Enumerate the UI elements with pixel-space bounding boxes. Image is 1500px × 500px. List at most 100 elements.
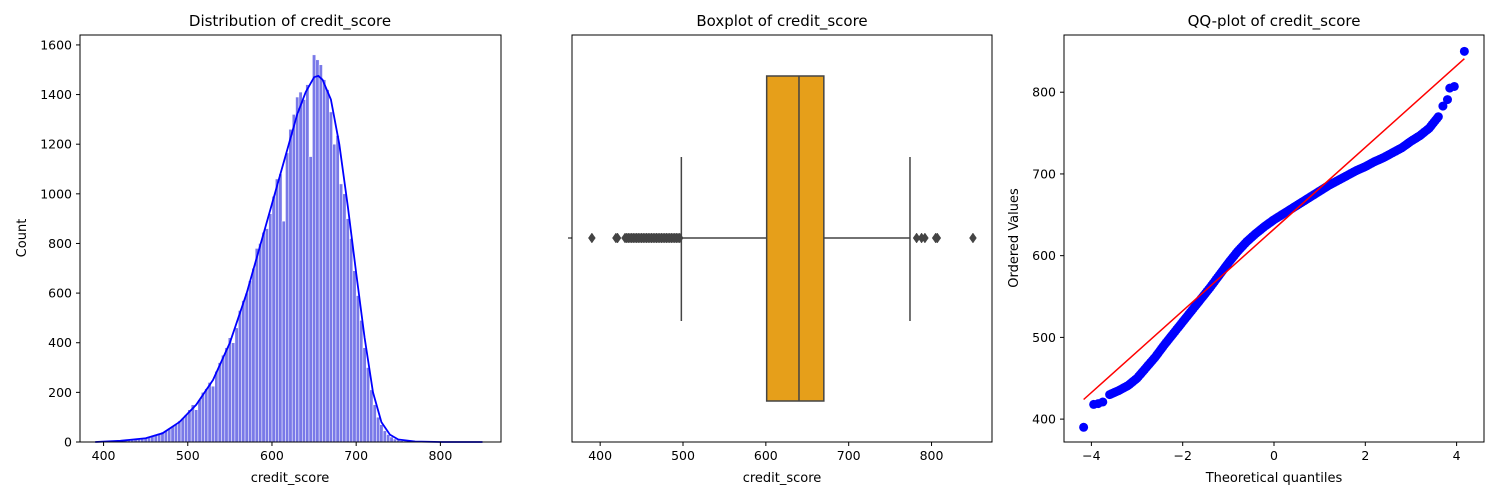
x-tick-label: 2 [1361, 448, 1369, 463]
qqplot-y-ticks: 400 500 600 700 800 [1032, 85, 1064, 427]
qq-point [1433, 112, 1443, 122]
y-tick-label: 1200 [40, 137, 72, 152]
histogram-panel: Distribution of credit_score 400 500 600 70… [15, 12, 502, 486]
histogram-bar [379, 424, 384, 443]
y-tick-label: 800 [1032, 85, 1056, 100]
boxplot-x-label: credit_score [743, 471, 822, 486]
histogram-bar [248, 280, 253, 443]
histogram-bar [170, 426, 175, 443]
y-tick-label: 600 [48, 286, 72, 301]
histogram-y-ticks: 0 200 400 600 800 1000 1200 1400 1600 [40, 37, 80, 450]
histogram-bar [214, 371, 219, 443]
histogram-bar [349, 238, 354, 443]
histogram-bar [291, 114, 296, 443]
qqplot-title: QQ-plot of credit_score [1188, 12, 1361, 31]
qq-point [1442, 95, 1452, 105]
x-tick-label: −2 [1173, 448, 1191, 463]
histogram-bar [258, 243, 263, 443]
x-tick-label: 700 [837, 448, 861, 463]
histogram-bar [328, 111, 333, 443]
histogram-bar [315, 59, 320, 443]
histogram-bar [264, 228, 269, 443]
boxplot-outlier [613, 232, 622, 244]
histogram-bar [281, 220, 286, 443]
histogram-bar [382, 430, 387, 443]
boxplot-outlier [588, 232, 596, 244]
boxplot-title: Boxplot of credit_score [696, 12, 867, 31]
histogram-bar [177, 420, 182, 443]
histogram-bar [244, 292, 249, 443]
boxplot-outlier [921, 232, 929, 244]
histogram-bar [200, 392, 205, 443]
x-tick-label: 4 [1453, 448, 1461, 463]
histogram-bar [221, 354, 226, 443]
histogram-x-label: credit_score [251, 471, 330, 486]
y-tick-label: 700 [1032, 166, 1056, 181]
histogram-bar [295, 96, 300, 443]
histogram-bar [207, 382, 212, 443]
histogram-x-ticks: 400 500 600 700 800 [92, 442, 452, 463]
y-tick-label: 400 [48, 335, 72, 350]
boxplot-outliers [588, 232, 977, 244]
histogram-bar [318, 64, 323, 443]
qqplot-fit-line [1083, 58, 1465, 401]
histogram-bar [302, 99, 306, 443]
histogram-bar [261, 232, 266, 443]
boxplot-panel: Boxplot of credit_score 400 500 600 700 800 … [568, 12, 993, 486]
histogram-bar [312, 54, 317, 443]
histogram-bar [268, 213, 273, 443]
boxplot-outlier [969, 232, 977, 244]
histogram-axes-frame [79, 34, 502, 443]
histogram-bar [275, 178, 279, 443]
histogram-bar [322, 79, 327, 443]
y-tick-label: 600 [1032, 248, 1056, 263]
y-tick-label: 500 [1032, 330, 1056, 345]
histogram-bar [241, 300, 246, 443]
histogram-bar [345, 218, 350, 443]
histogram-bar [325, 89, 330, 443]
y-tick-label: 0 [64, 435, 72, 450]
y-tick-label: 1400 [40, 87, 72, 102]
qqplot-y-label: Ordered Values [1007, 188, 1022, 288]
qq-point [1438, 101, 1448, 111]
histogram-bar [355, 295, 360, 443]
x-tick-label: 600 [260, 448, 284, 463]
histogram-bar [386, 434, 391, 443]
y-tick-label: 800 [48, 236, 72, 251]
histogram-bar [231, 342, 236, 443]
boxplot-x-ticks: 400 500 600 700 800 [588, 442, 944, 463]
histogram-bar [227, 337, 232, 443]
histogram-bar [238, 310, 242, 443]
x-tick-label: 400 [588, 448, 612, 463]
histogram-bar [389, 436, 394, 443]
histogram-bar [271, 196, 276, 443]
x-tick-label: 0 [1270, 448, 1278, 463]
histogram-bar [332, 143, 337, 443]
histogram-bar [288, 129, 293, 443]
histogram-bar [217, 362, 222, 443]
histogram-bar [278, 173, 283, 443]
histogram-bar [224, 347, 229, 443]
histogram-bar [187, 409, 192, 443]
histogram-bar [194, 409, 199, 443]
histogram-bar [362, 347, 367, 443]
histogram-bar [308, 156, 313, 443]
histogram-bar [339, 183, 343, 443]
histogram-bar [376, 416, 381, 443]
histogram-bar [204, 388, 209, 443]
boxplot-box [765, 75, 825, 402]
boxplot-outlier [675, 232, 684, 244]
x-tick-label: 800 [920, 448, 944, 463]
histogram-bar [211, 385, 215, 443]
histogram-bar [298, 91, 303, 443]
qq-point [1098, 397, 1108, 407]
histogram-bar [234, 327, 239, 443]
histogram-bar [372, 404, 377, 443]
histogram-bar [285, 152, 290, 443]
histogram-bar [305, 84, 310, 443]
qq-point [1079, 422, 1089, 432]
boxplot-outlier [933, 232, 942, 244]
qqplot-panel: QQ-plot of credit_score −4 −2 0 2 4 400 500 60… [1007, 12, 1485, 486]
x-tick-label: 800 [428, 448, 452, 463]
x-tick-label: 500 [176, 448, 200, 463]
